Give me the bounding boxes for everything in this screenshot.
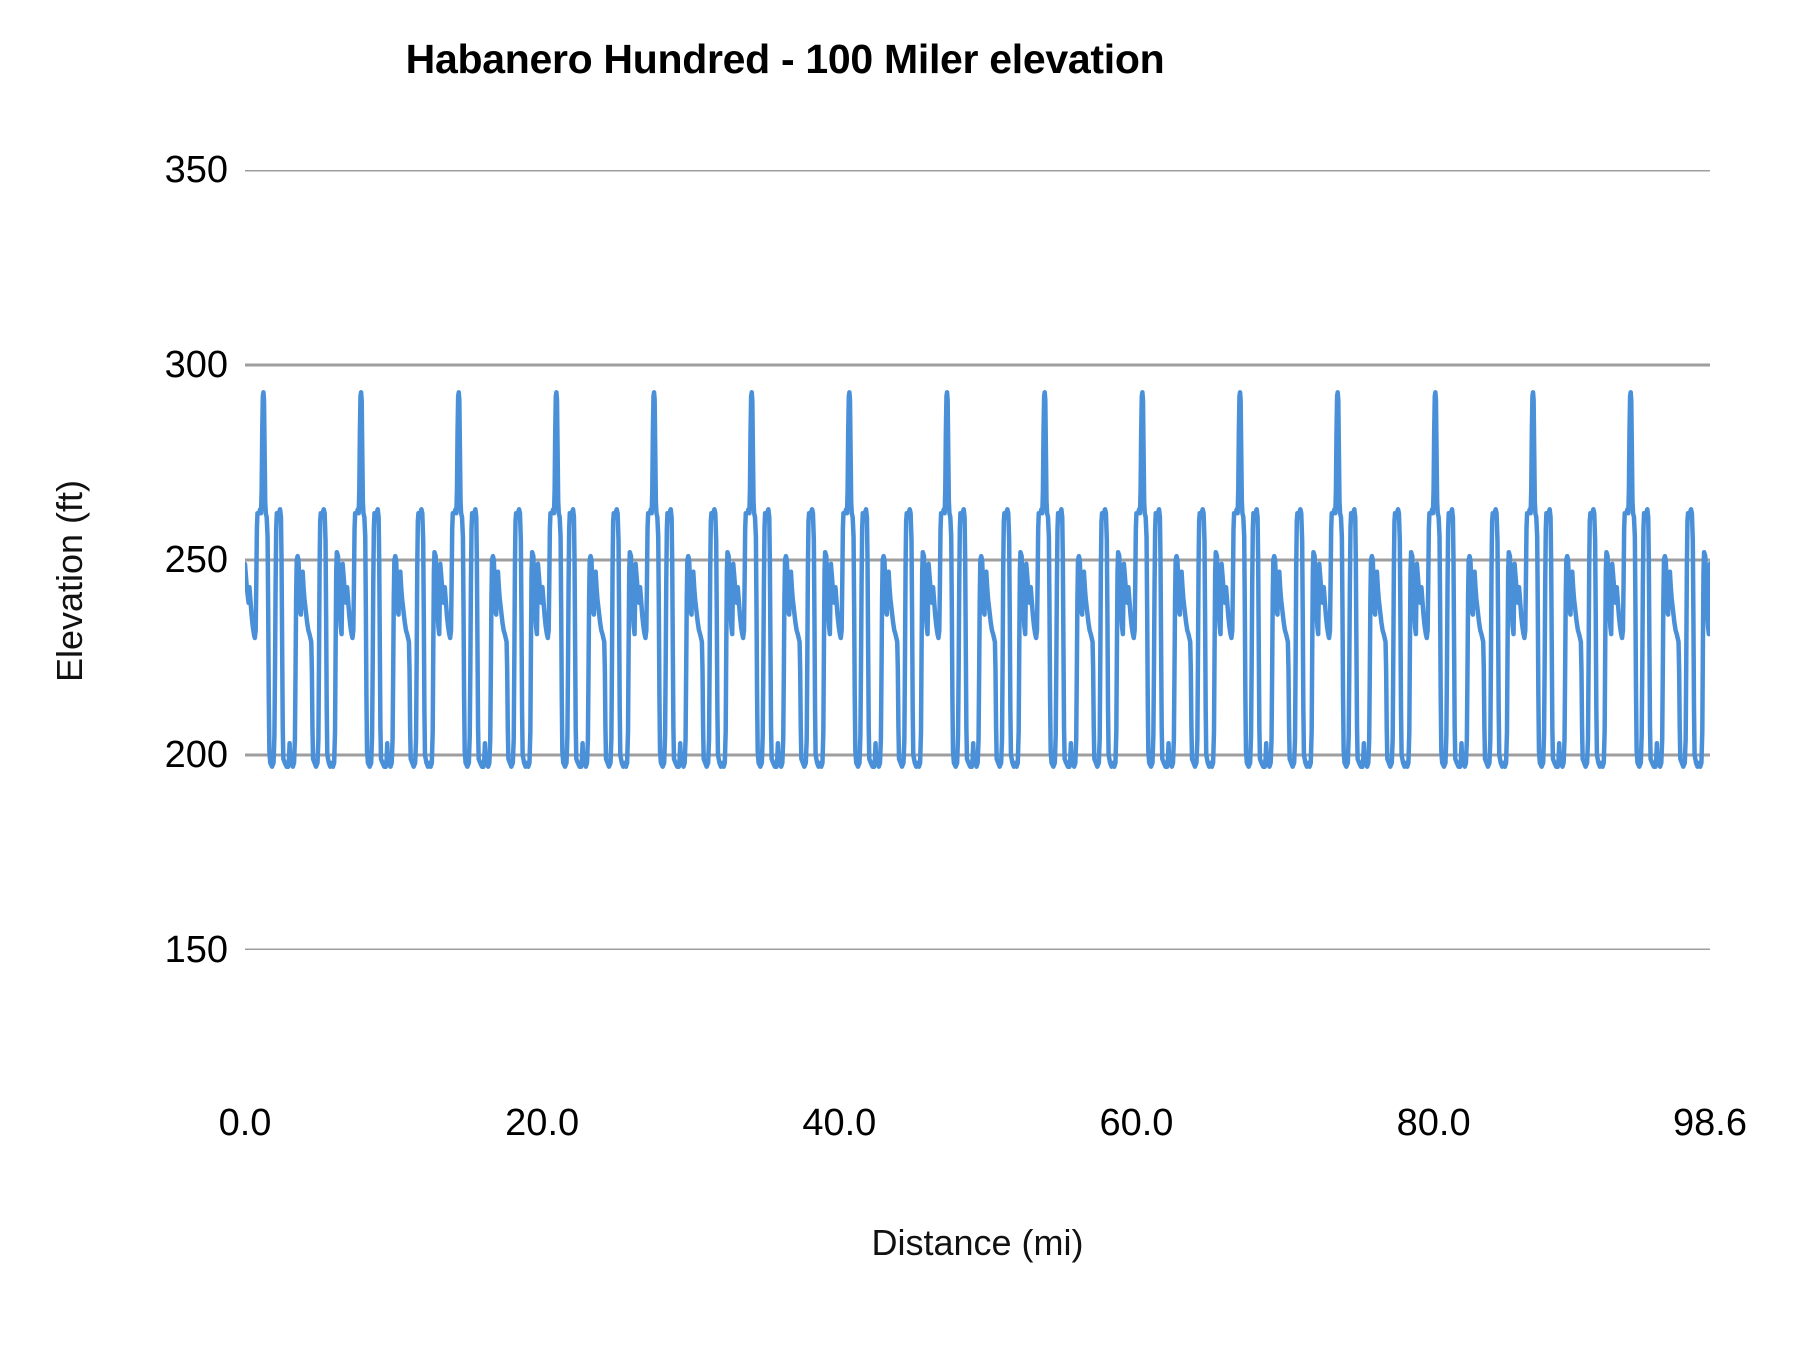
y-tick-label: 150 xyxy=(164,929,228,971)
y-tick-label: 350 xyxy=(164,149,228,191)
x-tick-label: 60.0 xyxy=(1099,1102,1174,1144)
page-title: Habanero Hundred - 100 Miler elevation xyxy=(405,36,1165,82)
x-tick-label: 98.6 xyxy=(1673,1102,1747,1144)
y-tick-label: 200 xyxy=(164,734,228,776)
x-tick-label: 20.0 xyxy=(505,1102,580,1144)
elevation-series xyxy=(245,390,1710,769)
y-axis-title: Elevation (ft) xyxy=(49,479,90,683)
y-tick-label: 250 xyxy=(164,539,228,581)
x-tick-label: 80.0 xyxy=(1396,1102,1471,1144)
elevation-chart-svg xyxy=(245,170,1710,950)
y-tick-label: 300 xyxy=(164,344,228,386)
plot-area xyxy=(245,170,1710,950)
elevation-line xyxy=(245,390,1710,769)
x-tick-label: 0.0 xyxy=(218,1102,272,1144)
x-axis-title: Distance (mi) xyxy=(871,1222,1084,1263)
x-tick-label: 40.0 xyxy=(802,1102,877,1144)
